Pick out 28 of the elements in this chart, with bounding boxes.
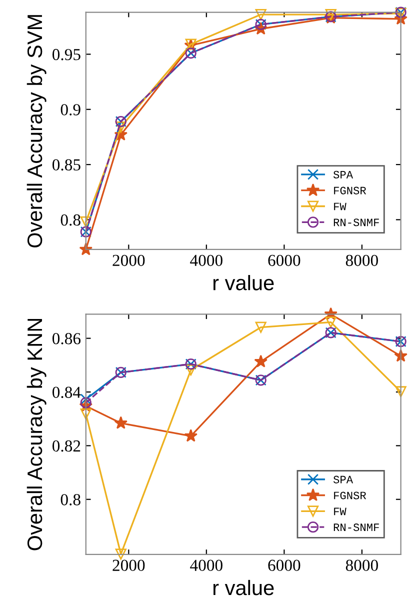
x-tick-label: 8000 bbox=[346, 560, 378, 571]
legend-label: SPA bbox=[333, 476, 354, 484]
x-axis-title: r value bbox=[213, 275, 274, 290]
legend-label: RN-SNMF bbox=[334, 524, 379, 532]
y-tick-label: 0.8 bbox=[60, 494, 80, 506]
x-tick-label: 2000 bbox=[112, 254, 145, 266]
y-axis-title: Overall Accuracy by KNN bbox=[26, 319, 46, 550]
x-tick-label: 4000 bbox=[190, 560, 222, 571]
x-tick-label: 4000 bbox=[190, 254, 222, 266]
y-tick-label: 0.84 bbox=[52, 386, 81, 398]
x-tick-label: 8000 bbox=[346, 254, 378, 266]
y-tick-label: 0.95 bbox=[52, 48, 80, 60]
x-tick-label: 6000 bbox=[268, 560, 300, 571]
y-tick-label: 0.86 bbox=[52, 333, 81, 344]
legend-label: FW bbox=[334, 508, 346, 516]
legend-label: FW bbox=[334, 202, 346, 210]
y-tick-label: 0.9 bbox=[60, 104, 80, 116]
legend-label: RN-SNMF bbox=[334, 218, 379, 226]
x-tick-label: 2000 bbox=[112, 560, 145, 571]
y-axis-title: Overall Accuracy by SVM bbox=[26, 15, 46, 248]
y-tick-label: 0.82 bbox=[52, 440, 80, 452]
y-tick-label: 0.85 bbox=[52, 159, 80, 171]
legend-label: FGNSR bbox=[334, 492, 366, 500]
legend-label: FGNSR bbox=[334, 186, 366, 194]
legend-label: SPA bbox=[333, 170, 354, 178]
y-tick-label: 0.8 bbox=[60, 214, 80, 226]
x-axis-title: r value bbox=[213, 580, 274, 596]
x-tick-label: 6000 bbox=[268, 254, 300, 266]
